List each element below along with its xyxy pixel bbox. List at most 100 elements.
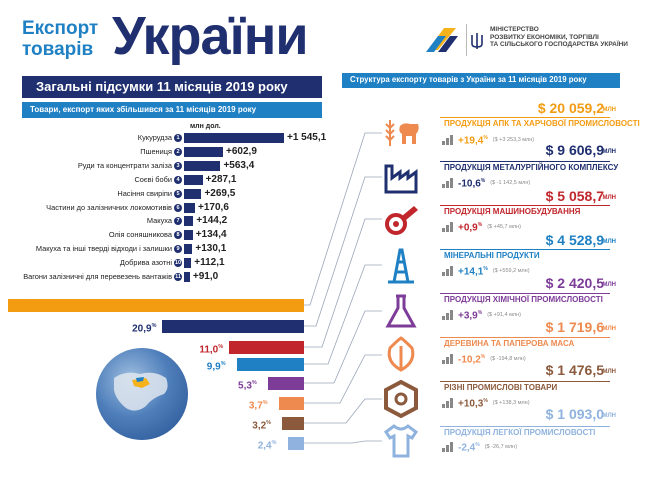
share-bar	[278, 397, 304, 410]
bar-chart-icon	[442, 398, 453, 408]
share-bar	[287, 437, 304, 450]
increase-bar	[184, 133, 284, 143]
change-row: -10,2% ($ -194,8 млн)	[442, 353, 526, 366]
change-percent-unit: %	[480, 178, 486, 185]
increase-bar	[184, 202, 196, 213]
export-unit: МЛН	[602, 107, 616, 113]
increase-item-name: Руди та концентрати заліза	[77, 160, 172, 170]
ministry-line2: РОЗВИТКУ ЕКОНОМІКИ, ТОРГІВЛІ	[490, 33, 599, 41]
change-percent-unit: %	[475, 442, 480, 449]
share-unit: %	[266, 420, 272, 426]
change-percent-unit: %	[477, 222, 483, 229]
increase-value: +602,9	[226, 145, 257, 157]
factory-icon	[384, 164, 418, 194]
export-unit: МЛН	[602, 149, 616, 155]
category-label: РІЗНІ ПРОМИСЛОВІ ТОВАРИ	[444, 383, 558, 392]
increase-bar	[184, 244, 193, 255]
export-value: $ 2 420,5	[545, 275, 604, 291]
category-band	[440, 205, 610, 218]
share-value: 20,9	[132, 323, 152, 335]
share-unit: %	[27, 302, 33, 308]
increase-value: +287,1	[205, 173, 237, 185]
unit-label: млн дол.	[190, 123, 221, 130]
bar-chart-icon	[442, 266, 453, 276]
share-bar	[282, 417, 304, 430]
connector-line	[304, 354, 382, 404]
increase-item-name: Добрива азотні	[119, 258, 172, 268]
increase-value: +1 545,1	[287, 132, 327, 143]
increase-bar	[184, 272, 190, 282]
gear-pipe-icon	[385, 206, 418, 235]
share-bar	[268, 377, 304, 390]
category-band	[440, 381, 610, 394]
export-unit: МЛН	[602, 282, 616, 288]
trident-icon	[471, 33, 483, 49]
export-value: $ 1 719,6	[545, 319, 604, 335]
increase-item-name: Олія соняшникова	[108, 230, 172, 240]
header-separator	[466, 24, 467, 56]
connector-line	[304, 218, 382, 348]
change-row: +10,3% ($ +138,3 млн)	[442, 397, 530, 410]
change-percent: +14,1%	[458, 264, 488, 277]
increase-item-number: 11	[174, 273, 182, 281]
change-percent: -10,6%	[458, 176, 485, 189]
increase-item-name: Кукурудза	[137, 133, 172, 142]
bar-chart-icon	[442, 222, 453, 232]
export-value: $ 5 058,7	[545, 188, 604, 204]
increase-item-name: Частини до залізничних локомотивів	[46, 202, 172, 212]
category-label: ПРОДУКЦІЯ МАШИНОБУДУВАННЯ	[444, 207, 581, 216]
share-unit: %	[218, 344, 224, 350]
export-unit: МЛН	[602, 195, 616, 201]
increase-value: +563,4	[223, 159, 255, 171]
change-absolute: ($ -1 142,5 млн)	[490, 180, 531, 186]
increase-value: +134,4	[195, 229, 227, 241]
increase-value: +91,0	[192, 271, 219, 282]
increase-bar	[184, 146, 224, 157]
change-absolute: ($ +3 253,3 млн)	[492, 137, 535, 143]
share-label: 3,2%	[252, 417, 271, 432]
increase-subbanner: Товари, експорт яких збільшився за 11 мі…	[22, 102, 322, 118]
category-band	[440, 117, 610, 130]
category-band	[440, 249, 610, 262]
increase-item-number: 2	[174, 147, 182, 156]
change-percent-unit: %	[480, 354, 486, 361]
increase-item-number: 5	[174, 189, 182, 198]
title-small-line1: Експорт	[22, 18, 99, 39]
export-value: $ 9 606,9	[545, 142, 604, 158]
category-band	[440, 161, 610, 174]
share-label: 43,6%	[8, 299, 32, 314]
flask-icon	[385, 294, 417, 328]
category-label: ДЕРЕВИНА ТА ПАПЕРОВА МАСА	[444, 339, 575, 348]
increase-item-number: 4	[174, 175, 182, 184]
change-row: +3,9% ($ +91,4 млн)	[442, 309, 521, 322]
structure-banner: Структура експорту товарів з України за …	[342, 73, 620, 88]
export-unit: МЛН	[602, 413, 616, 419]
share-unit: %	[251, 380, 257, 386]
share-value: 9,9	[206, 361, 221, 373]
share-bar	[162, 320, 304, 333]
title-small: Експорт товарів	[22, 18, 98, 60]
change-row: +0,9% ($ +45,7 млн)	[442, 221, 521, 234]
increase-value: +170,6	[198, 201, 229, 213]
bar-chart-icon	[442, 178, 453, 188]
change-percent: +19,4%	[458, 133, 488, 146]
increase-item-number: 10	[174, 259, 182, 268]
increase-bar	[184, 174, 203, 185]
export-unit: МЛН	[602, 239, 616, 245]
oil-rig-icon	[388, 248, 414, 284]
share-unit: %	[262, 400, 268, 406]
change-percent-value: +10,3	[458, 398, 484, 410]
increase-item-number: 8	[174, 231, 182, 240]
share-bar	[8, 299, 304, 312]
increase-item-number: 6	[174, 203, 182, 212]
category-label: ПРОДУКЦІЯ ХІМІЧНОЇ ПРОМИСЛОВОСТІ	[444, 295, 603, 304]
tshirt-icon	[383, 424, 419, 458]
change-percent-value: +3,9	[458, 310, 478, 322]
increase-bar	[184, 230, 193, 241]
ministry-name: МІНІСТЕРСТВО РОЗВИТКУ ЕКОНОМІКИ, ТОРГІВЛ…	[490, 26, 640, 49]
export-value: $ 20 059,2	[537, 100, 604, 116]
bar-chart-icon	[442, 135, 453, 145]
share-unit: %	[151, 323, 157, 329]
category-label: МІНЕРАЛЬНІ ПРОДУКТИ	[444, 251, 540, 260]
